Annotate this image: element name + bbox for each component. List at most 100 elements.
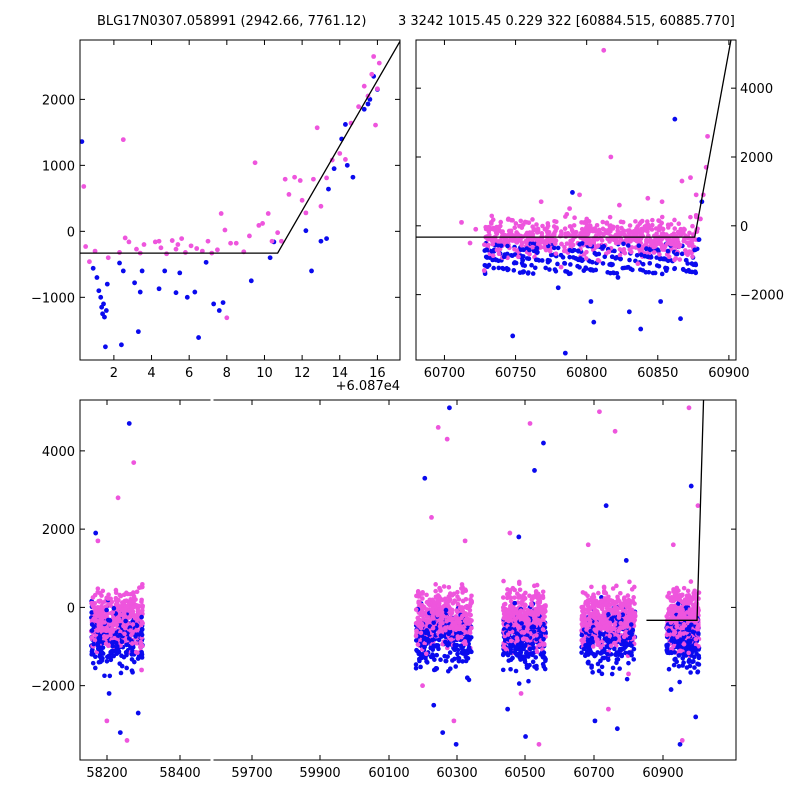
survey-a-point [614,726,620,732]
y-tick-label: 1000 [42,159,75,174]
survey-b-point [446,584,452,590]
survey-b-point [534,237,540,242]
survey-b-point [624,614,629,620]
survey-a-point [676,663,682,669]
survey-a-point [668,687,674,692]
survey-b-point [126,615,132,620]
survey-b-point [675,587,680,592]
survey-a-point [156,286,162,292]
survey-b-point [681,622,687,627]
survey-b-point [649,227,655,232]
survey-b-point [592,627,598,632]
survey-b-point [493,227,499,232]
survey-b-point [601,584,607,590]
survey-b-point [103,634,109,640]
survey-b-point [656,218,661,223]
survey-b-point [614,583,619,589]
survey-a-point [634,252,640,258]
survey-b-point [506,228,512,234]
survey-a-point [587,259,593,264]
survey-b-point [521,593,526,598]
survey-a-point [133,634,138,639]
survey-b-point [517,587,523,593]
survey-b-point [279,238,284,244]
survey-b-point [134,246,139,252]
survey-a-point [510,655,515,661]
survey-b-point [447,617,452,623]
survey-b-point [607,214,613,220]
survey-a-point [680,655,686,661]
survey-b-point [433,582,438,587]
survey-a-point [104,607,109,613]
survey-b-point [644,237,649,243]
x-offset-label: +6.087e4 [336,379,400,394]
survey-a-point [98,294,104,300]
survey-a-point [124,642,129,648]
survey-b-point [414,628,419,634]
survey-a-point [691,654,697,660]
survey-a-point [101,301,106,307]
survey-a-point [581,646,587,652]
survey-b-point [269,238,275,244]
survey-a-point [614,650,620,655]
survey-b-point [540,627,546,632]
survey-a-point [216,308,222,313]
survey-b-point [587,223,593,228]
axes-frame [415,39,737,361]
survey-b-point [129,632,134,638]
survey-a-point [463,654,469,660]
survey-a-point [513,645,519,650]
survey-b-point [128,628,133,633]
survey-b-point [438,588,443,593]
survey-b-point [126,239,132,245]
survey-b-point [618,620,624,626]
x-tick-label: 59900 [299,766,340,781]
survey-b-point [87,259,92,265]
y-tick-label: 0 [67,601,75,616]
survey-a-point [89,628,95,633]
survey-a-point [617,666,622,671]
survey-b-point [572,215,577,221]
survey-a-point [598,658,603,664]
survey-b-point [680,608,686,613]
survey-b-point [621,634,627,640]
survey-a-point [447,405,452,411]
survey-a-point [361,106,367,112]
survey-a-point [679,251,685,257]
survey-b-point [679,738,685,743]
survey-a-point [452,656,457,662]
survey-a-point [562,350,568,356]
survey-b-point [625,593,631,598]
survey-b-point [183,250,188,255]
survey-a-point [629,632,634,637]
survey-b-point [521,629,527,635]
survey-b-point [608,154,614,160]
survey-b-point [130,605,136,610]
survey-b-point [593,244,599,250]
survey-b-point [539,231,545,236]
y-tick-label: 2000 [42,93,75,108]
survey-a-point [501,651,507,656]
x-tick-label: 60500 [504,766,545,781]
survey-b-point [652,244,658,249]
survey-a-point [453,741,459,747]
survey-b-point [448,637,454,642]
survey-b-point [90,595,96,600]
survey-a-point [570,190,575,195]
survey-b-point [169,238,175,243]
survey-a-point [540,661,546,667]
survey-a-point [211,301,217,307]
survey-a-point [577,265,582,270]
survey-b-point [622,250,628,256]
survey-b-point [659,214,665,220]
survey-a-point [442,653,447,659]
survey-a-point [609,254,615,260]
survey-b-point [681,641,687,647]
survey-a-point [445,668,451,674]
survey-b-point [133,640,139,646]
survey-b-point [588,228,594,233]
survey-b-point [455,635,461,641]
survey-a-point [519,621,524,626]
survey-a-point [590,670,595,675]
survey-b-point [122,631,127,637]
